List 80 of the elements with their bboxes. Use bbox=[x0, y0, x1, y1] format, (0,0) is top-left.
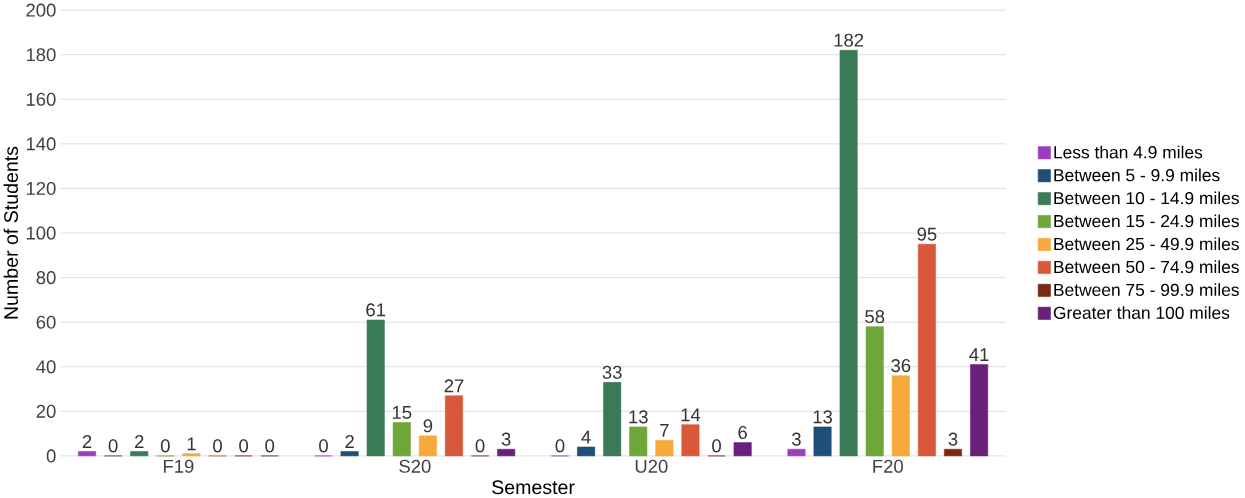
data-label: 36 bbox=[891, 359, 911, 373]
y-axis-title: Number of Students bbox=[3, 146, 18, 319]
data-label: 2 bbox=[82, 435, 92, 449]
bar bbox=[603, 382, 622, 457]
data-label: 6 bbox=[738, 426, 747, 440]
data-label: 0 bbox=[108, 439, 118, 453]
x-tick-label: F20 bbox=[873, 459, 903, 473]
data-label: 0 bbox=[475, 439, 485, 453]
bar bbox=[813, 426, 832, 457]
data-label: 2 bbox=[135, 435, 144, 449]
data-label: 58 bbox=[865, 310, 885, 324]
data-label: 13 bbox=[813, 410, 832, 424]
data-label: 0 bbox=[213, 439, 222, 453]
bar bbox=[865, 326, 884, 457]
x-axis-title: Semester bbox=[492, 480, 575, 495]
bar bbox=[418, 435, 437, 457]
bar bbox=[891, 375, 910, 457]
data-label: 0 bbox=[319, 439, 328, 453]
data-label: 182 bbox=[834, 33, 864, 47]
bar bbox=[130, 451, 149, 457]
data-label: 1 bbox=[187, 437, 196, 451]
bar bbox=[655, 440, 674, 457]
data-label: 9 bbox=[423, 419, 433, 433]
data-label: 41 bbox=[969, 348, 989, 362]
legend-label: Between 15 - 24.9 miles bbox=[1054, 214, 1239, 228]
bar bbox=[340, 451, 359, 457]
bar bbox=[681, 424, 700, 457]
data-label: 4 bbox=[581, 430, 591, 444]
data-label: 2 bbox=[345, 435, 354, 449]
x-tick-label: S20 bbox=[399, 459, 431, 473]
legend-label: Less than 4.9 miles bbox=[1054, 145, 1203, 159]
bar bbox=[445, 395, 463, 457]
y-tick-label: 40 bbox=[36, 360, 56, 374]
bar bbox=[392, 422, 411, 457]
y-tick-label: 0 bbox=[46, 449, 56, 463]
x-tick-label: U20 bbox=[635, 459, 668, 473]
bar bbox=[577, 446, 596, 457]
y-tick-label: 100 bbox=[26, 226, 56, 240]
data-label: 0 bbox=[160, 439, 170, 453]
data-label: 0 bbox=[265, 439, 275, 453]
y-tick-label: 180 bbox=[26, 48, 56, 62]
bar bbox=[497, 449, 516, 457]
data-label: 3 bbox=[501, 432, 511, 446]
bar bbox=[629, 426, 648, 457]
data-label: 0 bbox=[239, 439, 249, 453]
bar bbox=[78, 451, 97, 457]
data-label: 13 bbox=[629, 410, 648, 424]
bar bbox=[733, 442, 752, 457]
x-tick-label: F19 bbox=[163, 459, 194, 473]
bar bbox=[944, 449, 962, 457]
data-label: 15 bbox=[392, 406, 412, 420]
y-tick-label: 20 bbox=[36, 404, 56, 418]
y-tick-label: 160 bbox=[26, 92, 56, 106]
y-tick-label: 120 bbox=[26, 182, 56, 196]
data-label: 7 bbox=[660, 424, 669, 437]
data-label: 61 bbox=[366, 303, 386, 317]
data-label: 3 bbox=[792, 432, 801, 446]
bar bbox=[970, 364, 989, 457]
legend-label: Between 5 - 9.9 miles bbox=[1054, 168, 1220, 182]
legend-label: Between 50 - 74.9 miles bbox=[1054, 260, 1239, 274]
data-label: 27 bbox=[444, 379, 464, 393]
legend-label: Greater than 100 miles bbox=[1053, 306, 1230, 320]
y-tick-label: 200 bbox=[26, 3, 56, 17]
data-label: 95 bbox=[917, 227, 937, 241]
data-label: 0 bbox=[555, 439, 565, 453]
y-tick-label: 80 bbox=[36, 271, 56, 285]
y-tick-label: 140 bbox=[26, 137, 56, 151]
legend-label: Between 25 - 49.9 miles bbox=[1054, 237, 1239, 251]
data-label: 33 bbox=[602, 365, 622, 379]
bar bbox=[182, 453, 201, 457]
bar bbox=[366, 319, 385, 457]
y-tick-label: 60 bbox=[36, 315, 56, 329]
data-label: 3 bbox=[948, 432, 958, 446]
bar bbox=[917, 244, 936, 457]
data-label: 0 bbox=[712, 439, 721, 453]
bar bbox=[839, 50, 858, 457]
legend-label: Between 75 - 99.9 miles bbox=[1054, 283, 1239, 297]
legend-label: Between 10 - 14.9 miles bbox=[1054, 191, 1239, 205]
data-label: 14 bbox=[681, 408, 701, 422]
bar bbox=[787, 449, 806, 457]
